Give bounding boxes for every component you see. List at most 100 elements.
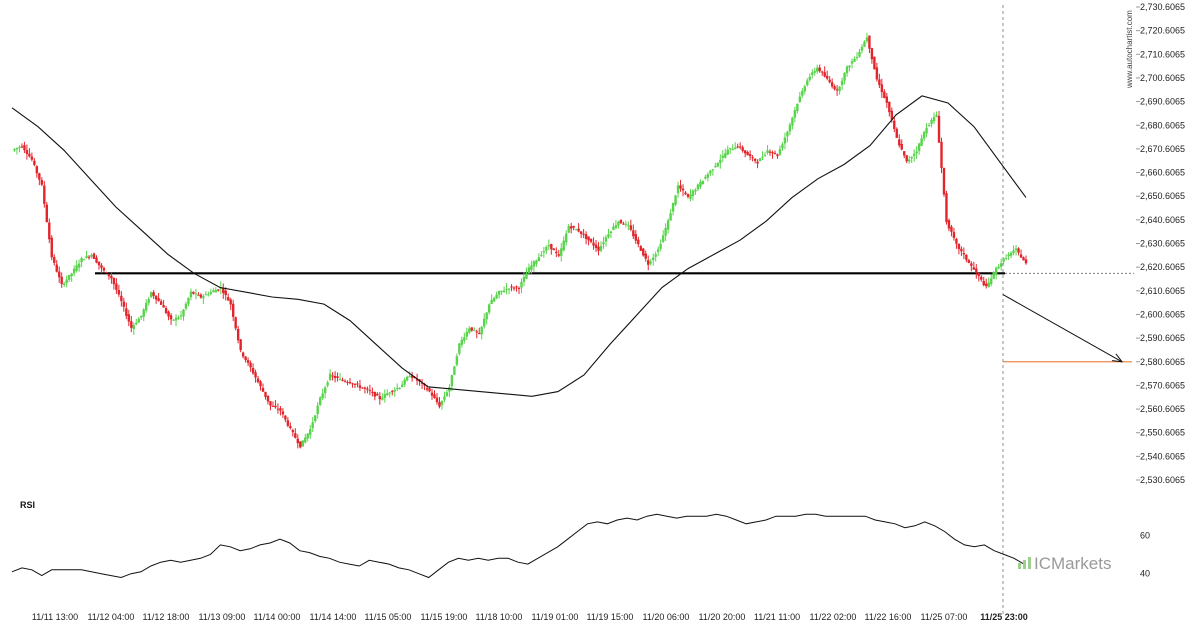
candle xyxy=(368,384,372,396)
candle xyxy=(122,297,126,312)
candle xyxy=(117,284,121,297)
candle xyxy=(942,167,946,197)
candle xyxy=(236,326,240,344)
candle xyxy=(734,142,737,150)
candle xyxy=(45,201,48,223)
candle xyxy=(485,311,488,325)
candle xyxy=(67,274,71,283)
candle xyxy=(48,218,51,244)
candle xyxy=(878,73,881,89)
candle xyxy=(510,284,513,292)
candle xyxy=(724,148,727,159)
candle xyxy=(197,292,200,296)
candle xyxy=(816,64,819,74)
candle xyxy=(696,183,700,191)
candle xyxy=(701,180,705,185)
time-tick-label: 11/15 05:00 xyxy=(365,612,412,622)
candle xyxy=(495,291,498,300)
candle xyxy=(38,172,41,186)
candle xyxy=(776,153,779,159)
candle xyxy=(331,372,334,381)
candle xyxy=(960,246,963,256)
candle xyxy=(316,402,319,419)
candle xyxy=(935,111,938,118)
candle xyxy=(823,66,826,78)
candle xyxy=(927,123,931,127)
candle xyxy=(343,379,347,383)
candle xyxy=(624,220,628,228)
candle xyxy=(731,144,734,151)
rsi-panel: 60 40 xyxy=(11,513,1150,579)
candle xyxy=(43,181,46,208)
candle xyxy=(763,152,767,157)
candle xyxy=(562,236,565,252)
candle xyxy=(371,387,374,397)
candle xyxy=(420,378,424,389)
candle xyxy=(60,272,63,288)
candle xyxy=(132,322,135,335)
candle xyxy=(214,287,217,293)
candle xyxy=(992,271,995,280)
time-axis: 11/11 13:00 11/12 04:00 11/12 18:00 11/13 0… xyxy=(32,612,1028,622)
candle xyxy=(299,441,302,449)
candle xyxy=(62,281,66,288)
rsi-title: RSI xyxy=(20,500,35,510)
candle xyxy=(53,254,56,266)
candle xyxy=(341,377,344,382)
candle xyxy=(768,149,772,156)
candle xyxy=(532,259,536,272)
candle xyxy=(709,169,712,176)
candle xyxy=(336,372,339,382)
candle xyxy=(686,193,690,199)
price-tick-label: 2,640.6065 xyxy=(1140,215,1185,225)
candle xyxy=(97,261,101,270)
candle xyxy=(999,258,1003,271)
price-tick-label: 2,580.6065 xyxy=(1140,357,1185,367)
candle xyxy=(952,227,956,241)
candle xyxy=(1024,255,1028,265)
candle xyxy=(905,155,908,164)
moving-average-layer xyxy=(11,95,1027,397)
candle xyxy=(681,184,685,197)
candle xyxy=(870,47,874,64)
price-axis: 2,730.6065 2,720.6065 2,710.6065 2,700.6065… xyxy=(1136,2,1185,485)
candle xyxy=(480,326,483,340)
candle xyxy=(947,218,951,232)
candle xyxy=(743,149,747,158)
candle xyxy=(579,231,583,238)
candle xyxy=(328,369,332,382)
candle xyxy=(813,67,816,76)
candle xyxy=(808,73,811,82)
candle xyxy=(393,387,396,397)
candle xyxy=(455,353,459,367)
candle xyxy=(222,283,225,299)
candle xyxy=(107,274,111,280)
candle xyxy=(975,264,978,279)
candle xyxy=(353,383,357,389)
candle xyxy=(642,247,645,257)
candle xyxy=(87,255,91,260)
candle xyxy=(885,92,889,108)
candle xyxy=(738,142,742,150)
candle xyxy=(333,371,337,383)
candle xyxy=(721,150,724,162)
candle xyxy=(614,220,618,230)
candle xyxy=(338,373,342,381)
level-lines xyxy=(95,5,1134,615)
candle xyxy=(604,234,608,247)
candle xyxy=(647,255,650,271)
candle xyxy=(450,374,454,392)
candle xyxy=(639,245,642,252)
candle xyxy=(115,278,118,294)
candle xyxy=(468,326,471,335)
candle xyxy=(137,316,140,323)
candle xyxy=(264,391,267,400)
price-tick-label: 2,700.6065 xyxy=(1140,73,1185,83)
candle xyxy=(105,271,108,274)
candle xyxy=(502,286,506,293)
candle xyxy=(843,72,846,85)
candle xyxy=(92,252,96,259)
candle xyxy=(632,224,635,240)
price-tick-label: 2,660.6065 xyxy=(1140,168,1185,178)
candle xyxy=(147,297,150,306)
